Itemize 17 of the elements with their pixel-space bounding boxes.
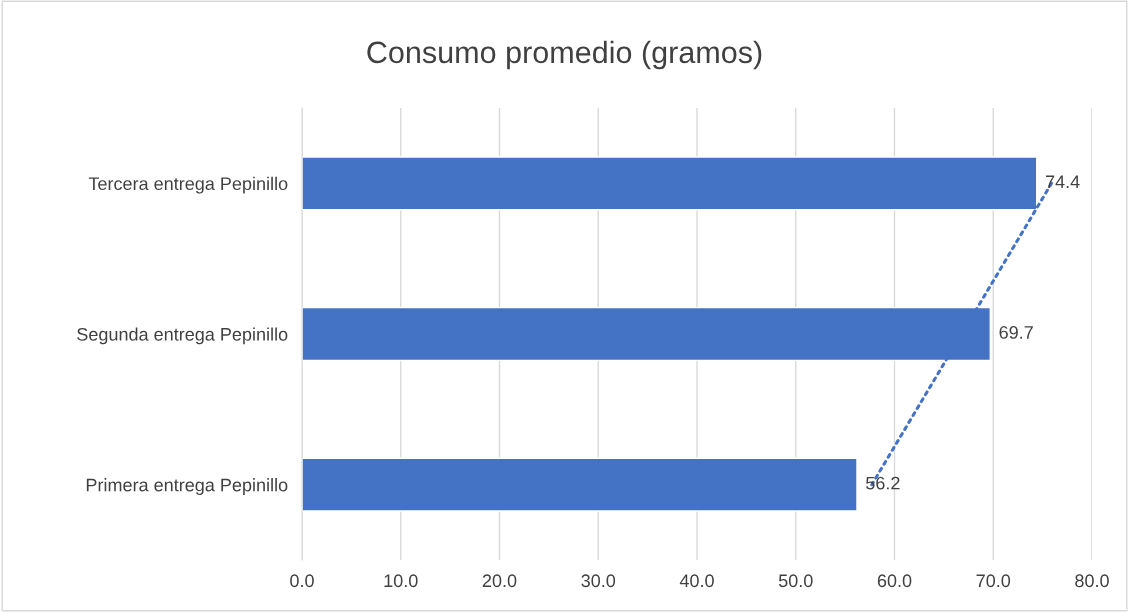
chart-title: Consumo promedio (gramos) bbox=[367, 40, 762, 70]
y-tick-label: Tercera entrega Pepinillo bbox=[88, 176, 288, 194]
data-label: 69.7 bbox=[999, 326, 1033, 339]
x-tick-label: 10.0 bbox=[384, 574, 418, 588]
x-tick-label: 70.0 bbox=[976, 574, 1011, 588]
y-tick-label: Primera entrega Pepinillo bbox=[86, 478, 288, 495]
x-tick-label: 0.0 bbox=[290, 574, 314, 588]
y-tick-label: Segunda entrega Pepinillo bbox=[77, 327, 288, 345]
x-tick-label: 50.0 bbox=[778, 574, 813, 588]
x-tick-label: 30.0 bbox=[581, 574, 616, 588]
x-tick-label: 80.0 bbox=[1075, 574, 1109, 588]
data-label: 56.2 bbox=[866, 476, 900, 490]
bar bbox=[302, 457, 858, 512]
x-tick-label: 60.0 bbox=[877, 574, 912, 588]
x-tick-label: 20.0 bbox=[482, 574, 517, 588]
data-label: 74.4 bbox=[1045, 175, 1080, 188]
x-tick-label: 40.0 bbox=[679, 574, 714, 588]
